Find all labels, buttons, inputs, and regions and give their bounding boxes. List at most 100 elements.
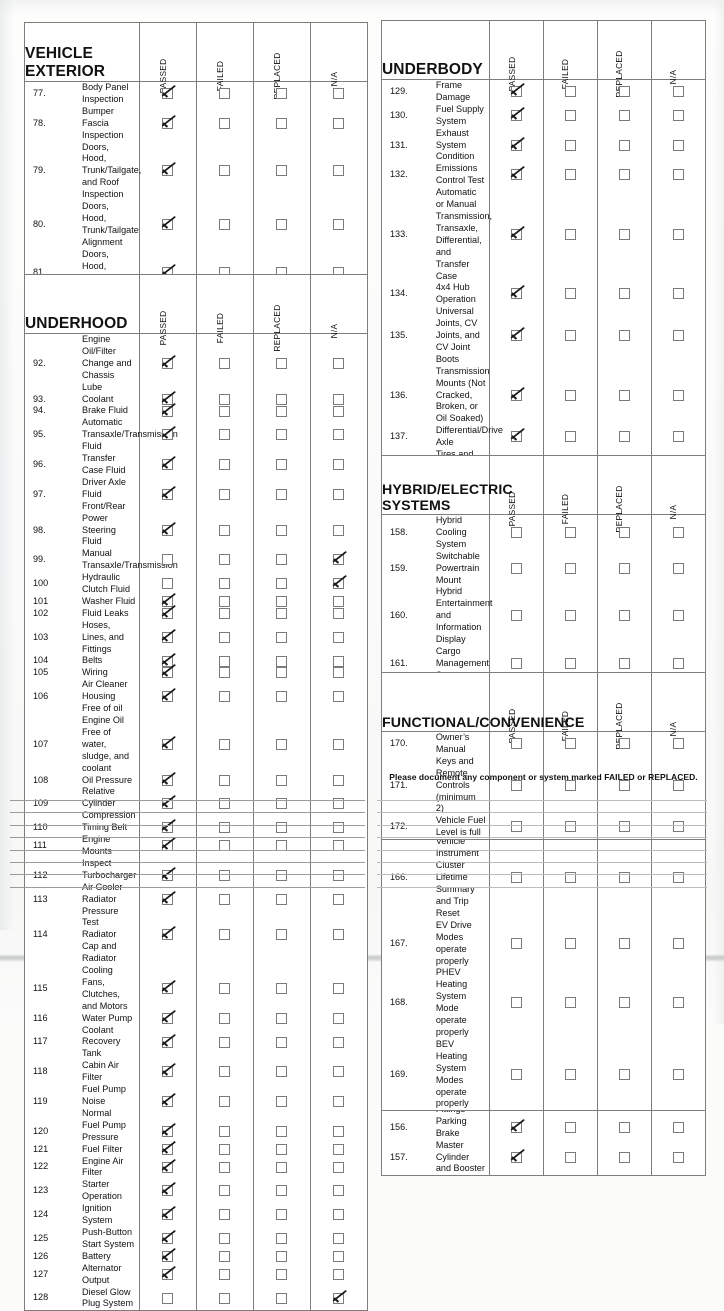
checkbox-cell-failed[interactable] xyxy=(195,393,253,406)
checkbox-cell-failed[interactable] xyxy=(542,1115,598,1140)
checkbox-cell-passed[interactable] xyxy=(138,715,196,775)
checkbox-cell-passed[interactable] xyxy=(138,619,196,656)
checkbox-cell-na[interactable] xyxy=(650,514,705,551)
checkbox-cell-passed[interactable] xyxy=(489,919,544,968)
checkbox-failed[interactable] xyxy=(564,779,576,791)
checkbox-replaced[interactable] xyxy=(618,738,630,750)
checkbox-na[interactable] xyxy=(333,429,345,441)
checkbox-cell-replaced[interactable] xyxy=(252,105,310,142)
checkbox-checked-passed[interactable] xyxy=(162,1233,173,1245)
checkbox-cell-na[interactable] xyxy=(309,1262,367,1287)
checkbox-checked-passed[interactable] xyxy=(162,1161,173,1173)
checkbox-cell-na[interactable] xyxy=(309,1024,367,1061)
checkbox-replaced[interactable] xyxy=(276,219,287,231)
checkbox-failed[interactable] xyxy=(219,596,230,608)
checkbox-cell-failed[interactable] xyxy=(542,79,598,104)
checkbox-na[interactable] xyxy=(672,228,684,240)
checkbox-cell-na[interactable] xyxy=(650,967,705,1039)
checkbox-na[interactable] xyxy=(672,997,684,1009)
checkbox-cell-failed[interactable] xyxy=(542,967,598,1039)
checkbox-checked-passed[interactable] xyxy=(162,869,173,881)
checkbox-cell-na[interactable] xyxy=(309,201,367,249)
checkbox-cell-passed[interactable] xyxy=(138,405,196,418)
checkbox-cell-na[interactable] xyxy=(309,1060,367,1085)
checkbox-na[interactable] xyxy=(333,117,345,129)
checkbox-na[interactable] xyxy=(333,1250,345,1262)
checkbox-replaced[interactable] xyxy=(276,738,287,750)
checkbox-replaced[interactable] xyxy=(276,1185,287,1197)
checkbox-na[interactable] xyxy=(672,1121,684,1133)
checkbox-na[interactable] xyxy=(672,431,684,443)
checkbox-cell-passed[interactable] xyxy=(138,1179,196,1204)
checkbox-failed[interactable] xyxy=(219,1036,230,1048)
checkbox-passed[interactable] xyxy=(511,562,523,574)
checkbox-replaced[interactable] xyxy=(618,527,630,538)
checkbox-replaced[interactable] xyxy=(276,578,287,590)
checkbox-failed[interactable] xyxy=(219,1233,230,1245)
checkbox-cell-na[interactable] xyxy=(309,679,367,715)
checkbox-failed[interactable] xyxy=(219,738,230,750)
checkbox-replaced[interactable] xyxy=(618,997,630,1009)
checkbox-cell-replaced[interactable] xyxy=(252,1060,310,1085)
checkbox-cell-passed[interactable] xyxy=(138,1262,196,1287)
checkbox-cell-na[interactable] xyxy=(309,619,367,656)
checkbox-cell-na[interactable] xyxy=(650,586,705,646)
checkbox-cell-failed[interactable] xyxy=(195,655,253,668)
checkbox-na[interactable] xyxy=(333,1233,345,1245)
checkbox-cell-passed[interactable] xyxy=(138,201,196,249)
checkbox-cell-na[interactable] xyxy=(309,572,367,596)
checkbox-checked-passed[interactable] xyxy=(162,1012,173,1024)
checkbox-cell-passed[interactable] xyxy=(138,476,196,513)
checkbox-cell-replaced[interactable] xyxy=(596,1139,652,1176)
checkbox-checked-passed[interactable] xyxy=(511,431,523,443)
checkbox-failed[interactable] xyxy=(564,86,576,98)
checkbox-replaced[interactable] xyxy=(276,655,287,667)
checkbox-cell-replaced[interactable] xyxy=(252,405,310,418)
checkbox-cell-failed[interactable] xyxy=(195,786,253,823)
checkbox-cell-passed[interactable] xyxy=(138,453,196,477)
checkbox-cell-failed[interactable] xyxy=(542,163,598,188)
checkbox-replaced[interactable] xyxy=(276,554,287,566)
checkbox-failed[interactable] xyxy=(564,228,576,240)
checkbox-checked-passed[interactable] xyxy=(511,228,523,240)
checkbox-cell-passed[interactable] xyxy=(138,905,196,966)
checkbox-cell-failed[interactable] xyxy=(195,453,253,477)
checkbox-checked-passed[interactable] xyxy=(162,219,173,231)
checkbox-cell-failed[interactable] xyxy=(195,512,253,549)
checkbox-cell-replaced[interactable] xyxy=(252,1143,310,1156)
checkbox-cell-replaced[interactable] xyxy=(252,715,310,775)
checkbox-cell-failed[interactable] xyxy=(195,774,253,787)
checkbox-replaced[interactable] xyxy=(276,165,287,177)
checkbox-replaced[interactable] xyxy=(618,937,630,949)
checkbox-na[interactable] xyxy=(333,1012,345,1024)
checkbox-cell-replaced[interactable] xyxy=(252,1250,310,1263)
checkbox-cell-na[interactable] xyxy=(650,1115,705,1140)
checkbox-na[interactable] xyxy=(333,1185,345,1197)
checkbox-cell-failed[interactable] xyxy=(195,595,253,608)
checkbox-na[interactable] xyxy=(333,219,345,231)
checkbox-checked-passed[interactable] xyxy=(511,330,523,342)
checkbox-cell-passed[interactable] xyxy=(138,572,196,596)
checkbox-cell-na[interactable] xyxy=(309,893,367,906)
checkbox-checked-passed[interactable] xyxy=(162,607,173,619)
checkbox-cell-replaced[interactable] xyxy=(596,815,652,840)
checkbox-cell-passed[interactable] xyxy=(138,1155,196,1180)
checkbox-cell-failed[interactable] xyxy=(542,306,598,366)
checkbox-cell-replaced[interactable] xyxy=(596,127,652,164)
checkbox-cell-replaced[interactable] xyxy=(596,79,652,104)
checkbox-cell-failed[interactable] xyxy=(542,731,598,756)
checkbox-cell-passed[interactable] xyxy=(138,834,196,858)
checkbox-failed[interactable] xyxy=(564,997,576,1009)
checkbox-replaced[interactable] xyxy=(618,562,630,574)
checkbox-cell-passed[interactable] xyxy=(138,774,196,787)
checkbox-cell-na[interactable] xyxy=(650,550,705,587)
checkbox-checked-passed[interactable] xyxy=(162,393,173,405)
checkbox-na[interactable] xyxy=(672,937,684,949)
checkbox-replaced[interactable] xyxy=(276,982,287,994)
checkbox-cell-na[interactable] xyxy=(650,306,705,366)
checkbox-cell-replaced[interactable] xyxy=(252,595,310,608)
checkbox-failed[interactable] xyxy=(219,1012,230,1024)
checkbox-cell-replaced[interactable] xyxy=(596,514,652,551)
checkbox-cell-na[interactable] xyxy=(309,1143,367,1156)
checkbox-replaced[interactable] xyxy=(276,357,287,369)
